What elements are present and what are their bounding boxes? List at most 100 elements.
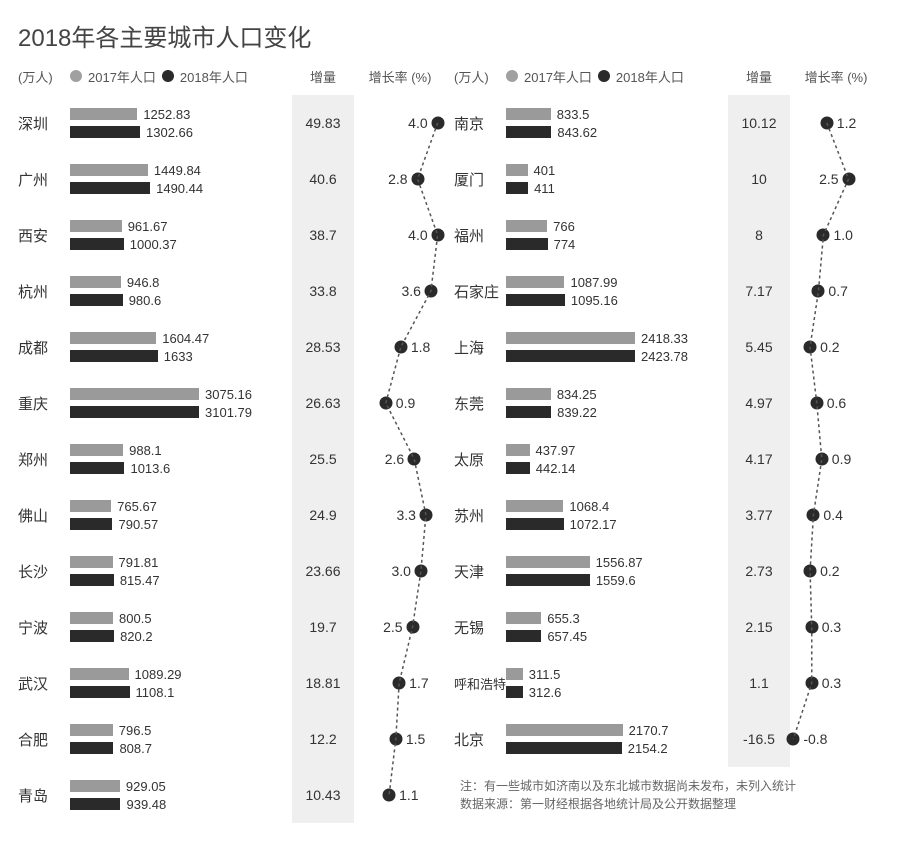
legend-2017: 2017年人口 <box>524 67 592 86</box>
table-row: 无锡655.3657.452.150.3 <box>454 599 882 655</box>
value-2017: 796.5 <box>119 723 152 738</box>
increase-value: 4.17 <box>728 431 790 487</box>
bar-pair: 1604.471633 <box>70 331 252 364</box>
right-column: (万人) 2017年人口 2018年人口 增量 增长率 (%) 南京833.58… <box>454 63 882 823</box>
growth-cell: 0.9 <box>790 431 882 487</box>
bar-pair: 834.25839.22 <box>506 387 688 420</box>
growth-point <box>431 229 444 242</box>
bar-pair: 800.5820.2 <box>70 611 252 644</box>
bar-2017 <box>70 780 120 792</box>
bar-2017 <box>70 444 123 456</box>
growth-cell: 1.5 <box>354 711 446 767</box>
table-row: 北京2170.72154.2-16.5-0.8 <box>454 711 882 767</box>
growth-label: 0.3 <box>822 619 841 635</box>
growth-label: 0.2 <box>820 339 839 355</box>
value-2018: 815.47 <box>120 573 160 588</box>
legend-dot-2018 <box>162 70 174 82</box>
table-row: 东莞834.25839.224.970.6 <box>454 375 882 431</box>
table-row: 武汉1089.291108.118.811.7 <box>18 655 446 711</box>
bar-2017 <box>506 388 551 400</box>
bar-legend: 2017年人口 2018年人口 <box>506 67 688 86</box>
value-2017: 1089.29 <box>135 667 182 682</box>
table-row: 杭州946.8980.633.83.6 <box>18 263 446 319</box>
city-name: 合肥 <box>18 729 70 750</box>
value-2017: 833.5 <box>557 107 590 122</box>
city-name: 重庆 <box>18 393 70 414</box>
value-2017: 765.67 <box>117 499 157 514</box>
increase-value: 23.66 <box>292 543 354 599</box>
bar-2018 <box>506 742 622 754</box>
city-name: 呼和浩特 <box>454 674 506 693</box>
table-row: 苏州1068.41072.173.770.4 <box>454 487 882 543</box>
bar-2018 <box>506 406 551 418</box>
growth-label: 4.0 <box>408 227 427 243</box>
city-name: 武汉 <box>18 673 70 694</box>
growth-label: 0.7 <box>828 283 847 299</box>
growth-label: 1.8 <box>411 339 430 355</box>
growth-label: 2.5 <box>819 171 838 187</box>
legend-2018: 2018年人口 <box>616 67 684 86</box>
table-row: 郑州988.11013.625.52.6 <box>18 431 446 487</box>
value-2018: 1490.44 <box>156 181 203 196</box>
city-name: 杭州 <box>18 281 70 302</box>
value-2017: 766 <box>553 219 575 234</box>
bar-2018 <box>70 518 112 530</box>
left-header: (万人) 2017年人口 2018年人口 增量 增长率 (%) <box>18 63 446 89</box>
bar-pair: 1556.871559.6 <box>506 555 688 588</box>
growth-cell: 0.9 <box>354 375 446 431</box>
unit-label: (万人) <box>18 67 70 86</box>
bar-2018 <box>506 518 564 530</box>
bar-2017 <box>506 220 547 232</box>
table-row: 深圳1252.831302.6649.834.0 <box>18 95 446 151</box>
bar-pair: 1089.291108.1 <box>70 667 252 700</box>
bar-pair: 1068.41072.17 <box>506 499 688 532</box>
value-2018: 2423.78 <box>641 349 688 364</box>
bar-2017 <box>506 612 541 624</box>
city-name: 广州 <box>18 169 70 190</box>
bar-2017 <box>70 668 129 680</box>
bar-2017 <box>506 500 563 512</box>
bar-pair: 961.671000.37 <box>70 219 252 252</box>
city-name: 北京 <box>454 729 506 750</box>
value-2017: 655.3 <box>547 611 580 626</box>
bar-2017 <box>70 388 199 400</box>
growth-cell: 0.2 <box>790 543 882 599</box>
growth-cell: 1.2 <box>790 95 882 151</box>
increase-value: -16.5 <box>728 711 790 767</box>
bar-pair: 1449.841490.44 <box>70 163 252 196</box>
bar-2018 <box>506 182 528 194</box>
bar-2018 <box>70 182 150 194</box>
growth-point <box>805 621 818 634</box>
growth-cell: 0.3 <box>790 655 882 711</box>
increase-value: 28.53 <box>292 319 354 375</box>
growth-cell: 0.4 <box>790 487 882 543</box>
bar-pair: 929.05939.48 <box>70 779 252 812</box>
growth-point <box>815 453 828 466</box>
value-2018: 843.62 <box>557 125 597 140</box>
increase-value: 1.1 <box>728 655 790 711</box>
growth-cell: 4.0 <box>354 95 446 151</box>
value-2018: 808.7 <box>119 741 152 756</box>
growth-cell: 3.3 <box>354 487 446 543</box>
bar-2017 <box>70 556 113 568</box>
increase-value: 5.45 <box>728 319 790 375</box>
growth-label: 2.5 <box>383 619 402 635</box>
bar-pair: 655.3657.45 <box>506 611 688 644</box>
table-row: 佛山765.67790.5724.93.3 <box>18 487 446 543</box>
bar-2017 <box>506 164 528 176</box>
bar-pair: 796.5 808.7 <box>70 723 252 756</box>
table-row: 宁波800.5820.219.72.5 <box>18 599 446 655</box>
bar-2017 <box>70 164 148 176</box>
increase-value: 10.43 <box>292 767 354 823</box>
table-row: 呼和浩特311.5312.61.10.3 <box>454 655 882 711</box>
growth-label: 0.9 <box>832 451 851 467</box>
growth-point <box>383 789 396 802</box>
growth-label: 1.2 <box>837 115 856 131</box>
bar-2017 <box>70 724 113 736</box>
value-2018: 774 <box>554 237 576 252</box>
city-name: 厦门 <box>454 169 506 190</box>
growth-cell: 2.5 <box>790 151 882 207</box>
bar-2017 <box>70 332 156 344</box>
bar-2018 <box>506 574 590 586</box>
table-row: 福州76677481.0 <box>454 207 882 263</box>
